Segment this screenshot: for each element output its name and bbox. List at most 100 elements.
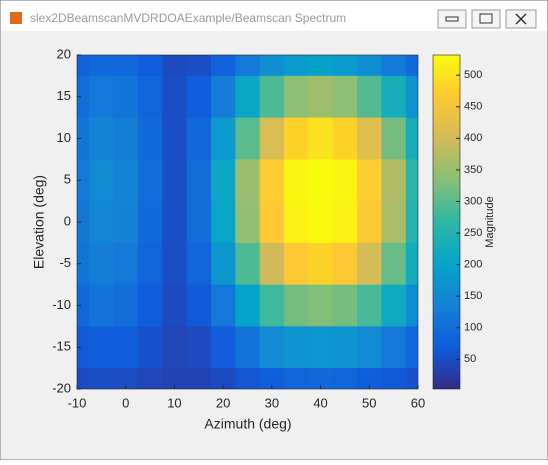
heatmap-cell [162,284,188,327]
heatmap-cell [210,55,236,77]
x-tick-label: -10 [68,395,87,410]
close-icon [515,13,527,25]
heatmap-cell [162,55,188,77]
heatmap-cell [405,242,418,286]
heatmap-cell [89,284,115,327]
heatmap-cell [162,242,188,286]
heatmap-cell [405,368,418,389]
colorbar-label: Magnitude [484,196,496,247]
y-tick-label: 20 [57,46,71,61]
x-tick-label: 50 [362,395,376,410]
x-axis-label: Azimuth (deg) [204,416,291,432]
heatmap-cell [284,368,309,389]
colorbar-tick-label: 250 [464,227,482,239]
heatmap-cell [77,284,90,327]
heatmap-cell [186,242,212,286]
heatmap-cell [357,242,382,286]
heatmap-cell [357,284,382,327]
heatmap-cell [405,284,418,327]
heatmap-cell [405,55,418,77]
heatmap-cell [259,117,285,160]
heatmap-cell [77,201,90,244]
heatmap-cell [381,117,407,160]
colorbar-tick-label: 350 [464,164,482,176]
y-tick-label: 15 [57,88,71,103]
heatmap-cell [259,284,285,327]
x-tick-label: 20 [216,395,230,410]
heatmap-cell [235,75,261,119]
heatmap-cell [77,326,90,369]
colorbar-tick-label: 450 [464,101,482,113]
heatmap-cell [210,159,236,202]
heatmap-cell [210,201,236,244]
heatmap-cell [210,75,236,119]
heatmap-cell [113,368,139,389]
heatmap-cell [186,117,212,160]
app-icon [10,12,22,24]
heatmap-cell [77,55,90,77]
heatmap-cell [284,201,309,244]
maximize-button[interactable] [471,9,501,29]
heatmap-cell [381,159,407,202]
heatmap-cell [332,201,358,244]
heatmap-cell [89,326,115,369]
heatmap-cell [210,368,236,389]
heatmap-cell [405,326,418,369]
heatmap-cell [308,117,334,160]
heatmap-cell [137,326,163,369]
heatmap-cell [113,117,139,160]
y-axis-label: Elevation (deg) [31,175,47,269]
heatmap-cell [186,326,212,369]
heatmap-cell [137,201,163,244]
heatmap-cell [77,368,90,389]
colorbar-tick-label: 100 [464,322,482,334]
heatmap-cell [89,242,115,286]
heatmap-cell [308,242,334,286]
y-tick-label: 0 [64,213,71,228]
heatmap-cell [284,159,309,202]
y-tick-label: -15 [52,339,71,354]
heatmap-cell [357,75,382,119]
heatmap-cell [235,284,261,327]
heatmap-cell [162,326,188,369]
heatmap-cell [113,55,139,77]
heatmap-cell [210,117,236,160]
y-tick-label: 5 [64,172,71,187]
heatmap-cell [284,75,309,119]
heatmap-cell [113,242,139,286]
heatmap-cell [284,55,309,77]
heatmap-cell [332,117,358,160]
y-tick-label: -5 [59,255,71,270]
colorbar-tick-label: 150 [464,290,482,302]
colorbar-tick-label: 200 [464,259,482,271]
heatmap-cell [137,368,163,389]
heatmap-cell [137,55,163,77]
heatmap-cell [210,242,236,286]
heatmap-cell [381,75,407,119]
window-title: slex2DBeamscanMVDRDOAExample/Beamscan Sp… [30,11,346,25]
minimize-button[interactable] [437,9,467,29]
heatmap-cell [308,75,334,119]
heatmap-cell [137,242,163,286]
heatmap-cell [162,368,188,389]
heatmap-cell [186,201,212,244]
heatmap-cell [137,159,163,202]
heatmap-cell [284,242,309,286]
colorbar-tick-label: 300 [464,195,482,207]
heatmap [77,55,418,389]
heatmap-cell [77,242,90,286]
heatmap-cell [308,326,334,369]
heatmap-cell [357,368,382,389]
heatmap-cell [405,75,418,119]
colorbar [432,54,461,390]
heatmap-cell [332,159,358,202]
heatmap-cell [89,201,115,244]
heatmap-cell [235,326,261,369]
heatmap-cell [162,159,188,202]
heatmap-cell [381,368,407,389]
heatmap-cell [137,284,163,327]
heatmap-cell [235,159,261,202]
minimize-icon [445,16,459,22]
colorbar-tick-label: 400 [464,132,482,144]
heatmap-cell [308,55,334,77]
